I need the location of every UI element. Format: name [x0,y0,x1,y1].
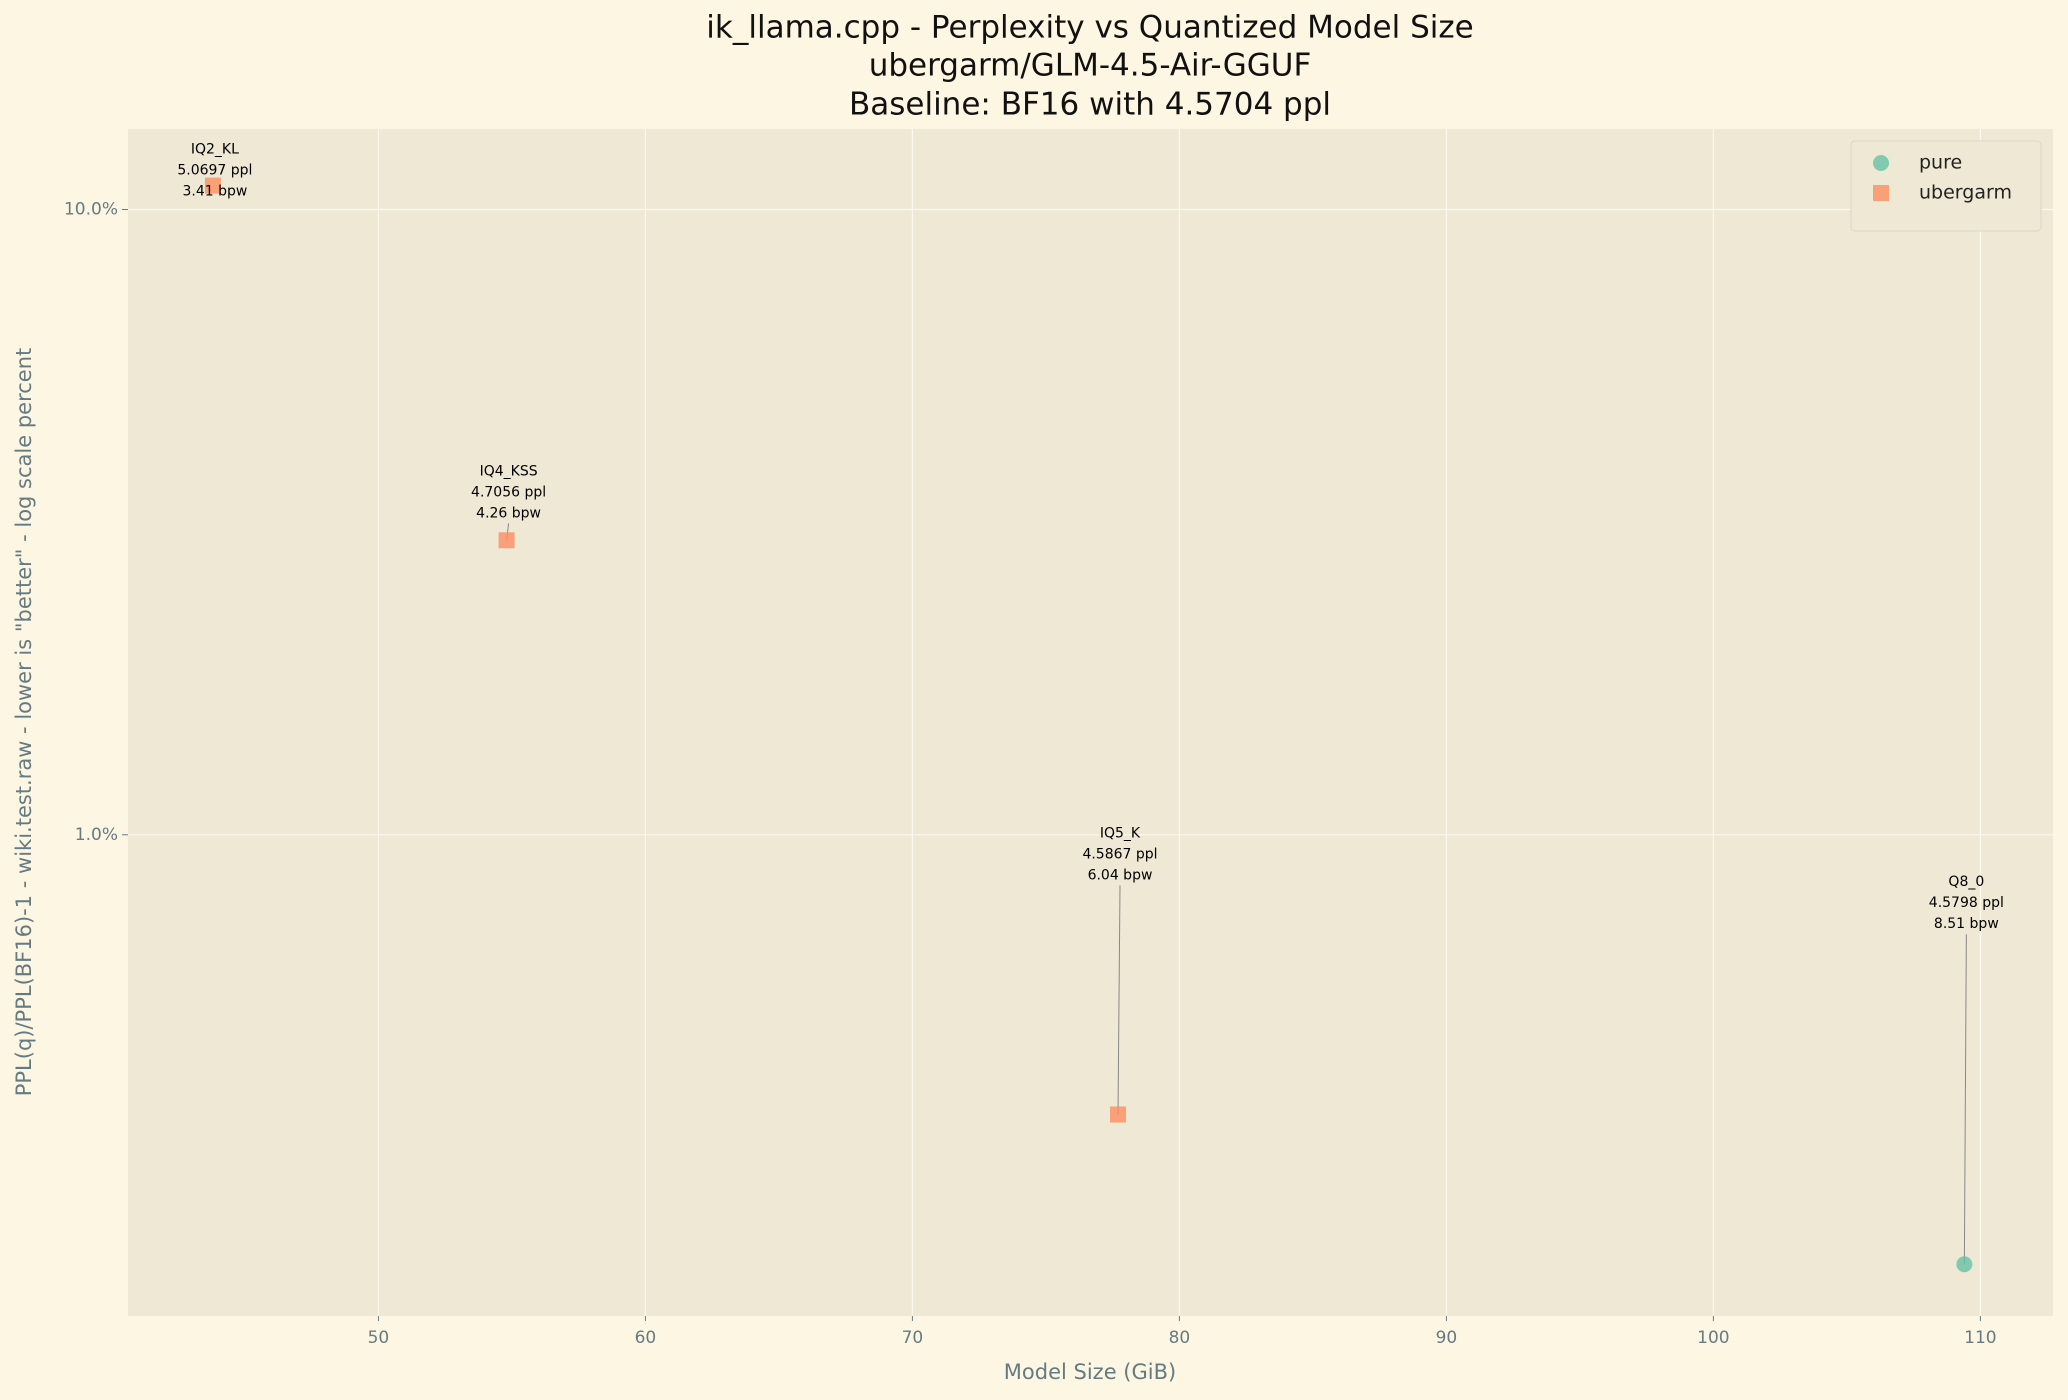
y-axis-label: PPL(q)/PPL(BF16)-1 - wiki.test.raw - low… [12,348,36,1097]
data-annotation: 4.5867 ppl [1082,847,1157,863]
annotation-leader [1963,934,1967,1265]
x-tick-label: 100 [1697,1328,1729,1348]
legend-box [1850,140,2042,232]
data-annotation: 4.5798 ppl [1929,895,2004,911]
data-annotation: 5.0697 ppl [177,163,252,179]
data-annotation: 4.26 bpw [476,505,541,521]
x-tick-label: 110 [1964,1328,1996,1348]
data-annotation: IQ4_KSS [480,463,538,479]
data-point [498,532,515,549]
x-tick-label: 70 [902,1328,924,1348]
data-annotation: 4.7056 ppl [471,484,546,500]
data-annotation: 3.41 bpw [182,184,247,200]
data-point [1110,1106,1126,1123]
plot-area [128,129,2053,1316]
annotation-leader [1117,885,1121,1115]
x-axis-label: Model Size (GiB) [1004,1360,1176,1384]
chart-subtitle: Baseline: BF16 with 4.5704 ppl [849,87,1331,123]
x-tick-label: 80 [1169,1328,1191,1348]
y-tick-label: 1.0% [75,825,118,845]
data-annotation: IQ5_K [1100,826,1141,842]
legend-label: pure [1919,152,1962,174]
data-point [204,177,221,194]
x-tick-label: 90 [1436,1328,1458,1348]
legend-marker [1873,185,1889,201]
chart-title: ik_llama.cpp - Perplexity vs Quantized M… [706,10,1473,46]
y-tick-label: 10.0% [64,199,118,219]
x-tick-label: 60 [635,1328,657,1348]
data-annotation: Q8_0 [1948,874,1984,890]
data-annotation: 6.04 bpw [1088,868,1153,884]
data-annotation: IQ2_KL [191,142,239,158]
chart-subtitle: ubergarm/GLM-4.5-Air-GGUF [869,48,1312,84]
legend-marker [1873,155,1889,171]
data-point [1956,1256,1973,1273]
data-annotation: 8.51 bpw [1934,916,1999,932]
x-tick-label: 50 [368,1328,390,1348]
legend-label: ubergarm [1919,182,2012,204]
